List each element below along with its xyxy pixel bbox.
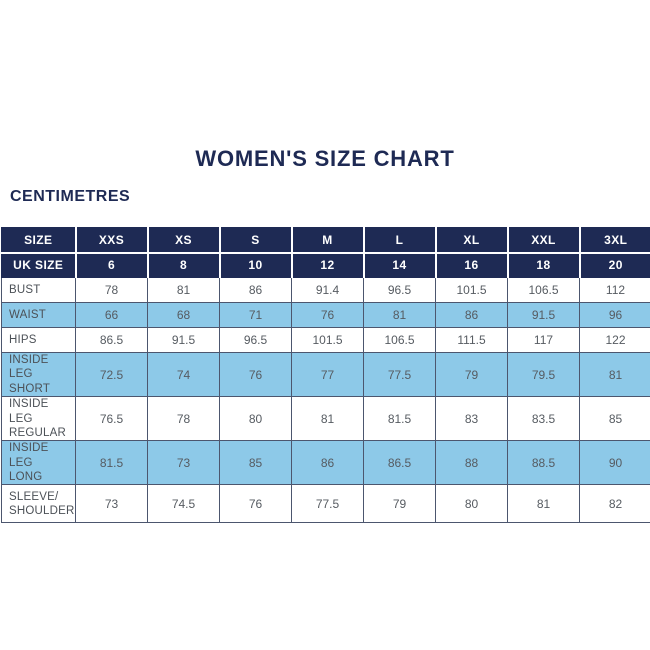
measurement-cell: 91.5 xyxy=(507,302,580,328)
measurement-cell: 86 xyxy=(219,277,292,303)
measurement-cell: 81 xyxy=(579,351,650,398)
table-row: INSIDE LEG REGULAR 76.5 78 80 81 81.5 83 83.5 85 xyxy=(1,396,650,442)
header-cell: XS xyxy=(146,227,220,253)
size-table-head: SIZE XXS XS S M L XL XXL 3XL UK SIZE 6 8 10 12 14 16 18 2… xyxy=(1,227,650,278)
measurement-cell: 68 xyxy=(147,302,220,328)
header-row-label: SIZE xyxy=(1,227,76,253)
measurement-cell: 85 xyxy=(579,396,650,442)
measurement-cell: 86.5 xyxy=(75,327,148,353)
measurement-cell: 81.5 xyxy=(75,440,148,486)
measurement-cell: 83.5 xyxy=(507,396,580,442)
measurement-cell: 72.5 xyxy=(75,351,148,398)
unit-label: CENTIMETRES xyxy=(10,188,131,205)
row-label: HIPS xyxy=(1,327,76,353)
row-label: BUST xyxy=(1,277,76,303)
header-cell: XL xyxy=(434,227,508,253)
measurement-cell: 78 xyxy=(75,277,148,303)
measurement-cell: 79.5 xyxy=(507,351,580,398)
row-label: INSIDE LEG REGULAR xyxy=(1,396,76,442)
measurement-cell: 76.5 xyxy=(75,396,148,442)
measurement-cell: 73 xyxy=(75,484,148,524)
row-label: INSIDE LEG SHORT xyxy=(1,351,76,398)
measurement-cell: 78 xyxy=(147,396,220,442)
measurement-cell: 74.5 xyxy=(147,484,220,524)
measurement-cell: 91.4 xyxy=(291,277,364,303)
table-row: INSIDE LEG SHORT 72.5 74 76 77 77.5 79 79.5 81 xyxy=(1,351,650,398)
measurement-cell: 112 xyxy=(579,277,650,303)
measurement-cell: 83 xyxy=(435,396,508,442)
measurement-cell: 96 xyxy=(579,302,650,328)
size-table-body: BUST 78 81 86 91.4 96.5 101.5 106.5 112 WAIST 66 68… xyxy=(1,277,650,524)
measurement-cell: 73 xyxy=(147,440,220,486)
table-row: BUST 78 81 86 91.4 96.5 101.5 106.5 112 xyxy=(1,277,650,303)
header-cell: 10 xyxy=(218,251,292,278)
measurement-cell: 85 xyxy=(219,440,292,486)
measurement-cell: 71 xyxy=(219,302,292,328)
measurement-cell: 81 xyxy=(291,396,364,442)
header-cell: 8 xyxy=(146,251,220,278)
measurement-cell: 76 xyxy=(219,484,292,524)
measurement-cell: 86 xyxy=(291,440,364,486)
measurement-cell: 81 xyxy=(147,277,220,303)
table-row: INSIDE LEG LONG 81.5 73 85 86 86.5 88 88.5 90 xyxy=(1,440,650,486)
measurement-cell: 122 xyxy=(579,327,650,353)
row-label: WAIST xyxy=(1,302,76,328)
measurement-cell: 76 xyxy=(219,351,292,398)
measurement-cell: 86.5 xyxy=(363,440,436,486)
measurement-cell: 101.5 xyxy=(435,277,508,303)
header-cell: 20 xyxy=(578,251,650,278)
measurement-cell: 86 xyxy=(435,302,508,328)
table-row: WAIST 66 68 71 76 81 86 91.5 96 xyxy=(1,302,650,328)
measurement-cell: 106.5 xyxy=(363,327,436,353)
header-cell: S xyxy=(218,227,292,253)
measurement-cell: 77 xyxy=(291,351,364,398)
measurement-cell: 90 xyxy=(579,440,650,486)
header-cell: XXS xyxy=(74,227,148,253)
measurement-cell: 81.5 xyxy=(363,396,436,442)
uk-size-header-row: UK SIZE 6 8 10 12 14 16 18 20 xyxy=(1,251,650,278)
header-cell: M xyxy=(290,227,364,253)
measurement-cell: 77.5 xyxy=(291,484,364,524)
measurement-cell: 81 xyxy=(363,302,436,328)
measurement-cell: 117 xyxy=(507,327,580,353)
header-cell: L xyxy=(362,227,436,253)
measurement-cell: 80 xyxy=(219,396,292,442)
header-row-label: UK SIZE xyxy=(1,251,76,278)
measurement-cell: 96.5 xyxy=(219,327,292,353)
measurement-cell: 88 xyxy=(435,440,508,486)
size-header-row: SIZE XXS XS S M L XL XXL 3XL xyxy=(1,227,650,253)
measurement-cell: 79 xyxy=(435,351,508,398)
size-table: SIZE XXS XS S M L XL XXL 3XL UK SIZE 6 8 10 12 14 16 18 2… xyxy=(1,227,650,524)
table-row: HIPS 86.5 91.5 96.5 101.5 106.5 111.5 117 122 xyxy=(1,327,650,353)
measurement-cell: 77.5 xyxy=(363,351,436,398)
measurement-cell: 82 xyxy=(579,484,650,524)
measurement-cell: 88.5 xyxy=(507,440,580,486)
measurement-cell: 106.5 xyxy=(507,277,580,303)
measurement-cell: 66 xyxy=(75,302,148,328)
row-label: SLEEVE/SHOULDER xyxy=(1,484,76,524)
measurement-cell: 79 xyxy=(363,484,436,524)
measurement-cell: 96.5 xyxy=(363,277,436,303)
header-cell: 12 xyxy=(290,251,364,278)
measurement-cell: 76 xyxy=(291,302,364,328)
header-cell: 14 xyxy=(362,251,436,278)
measurement-cell: 101.5 xyxy=(291,327,364,353)
measurement-cell: 80 xyxy=(435,484,508,524)
header-cell: 16 xyxy=(434,251,508,278)
header-cell: 18 xyxy=(506,251,580,278)
measurement-cell: 91.5 xyxy=(147,327,220,353)
header-cell: 6 xyxy=(74,251,148,278)
row-label: INSIDE LEG LONG xyxy=(1,440,76,486)
header-cell: XXL xyxy=(506,227,580,253)
measurement-cell: 81 xyxy=(507,484,580,524)
measurement-cell: 111.5 xyxy=(435,327,508,353)
page-title: WOMEN'S SIZE CHART xyxy=(195,146,455,171)
header-cell: 3XL xyxy=(578,227,650,253)
measurement-cell: 74 xyxy=(147,351,220,398)
table-row: SLEEVE/SHOULDER 73 74.5 76 77.5 79 80 81 82 xyxy=(1,484,650,524)
